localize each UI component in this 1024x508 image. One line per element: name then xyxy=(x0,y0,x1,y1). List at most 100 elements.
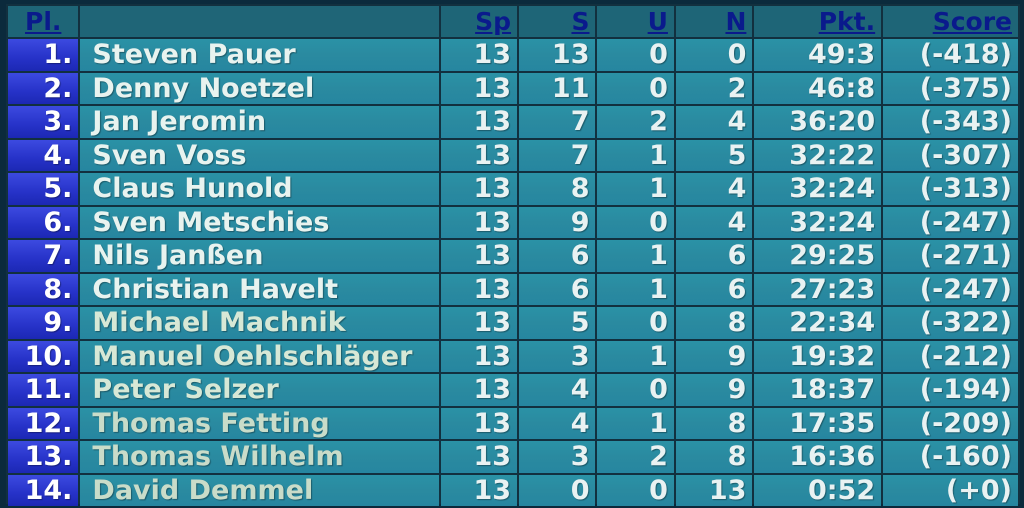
games-cell: 13 xyxy=(440,441,518,473)
score-cell: (-247) xyxy=(883,206,1018,238)
score-cell: (+0) xyxy=(883,474,1018,506)
wins-cell: 7 xyxy=(519,106,596,138)
player-name: Sven Metschies xyxy=(80,206,439,238)
header-name xyxy=(80,6,439,37)
place-cell: 7. xyxy=(8,240,79,272)
losses-cell: 6 xyxy=(675,273,753,305)
wins-cell: 0 xyxy=(519,474,596,506)
place-cell: 10. xyxy=(8,340,79,372)
score-cell: (-160) xyxy=(883,441,1018,473)
player-name: David Demmel xyxy=(80,474,439,506)
draws-cell: 0 xyxy=(597,307,674,339)
score-cell: (-322) xyxy=(883,307,1018,339)
header-sp[interactable]: Sp xyxy=(440,6,518,37)
table-row: 6. Sven Metschies 13 9 0 4 32:24 (-247) xyxy=(8,206,1018,238)
player-name: Claus Hunold xyxy=(80,173,439,205)
score-cell: (-194) xyxy=(883,374,1018,406)
points-cell: 36:20 xyxy=(754,106,882,138)
score-cell: (-212) xyxy=(883,340,1018,372)
score-cell: (-307) xyxy=(883,139,1018,171)
header-n[interactable]: N xyxy=(675,6,753,37)
standings-board: Pl. Sp S U N Pkt. Score 1. Steven Pauer 13… xyxy=(6,4,1020,506)
losses-cell: 8 xyxy=(675,441,753,473)
place-cell: 3. xyxy=(8,106,79,138)
header-pkt[interactable]: Pkt. xyxy=(754,6,882,37)
games-cell: 13 xyxy=(440,340,518,372)
player-name: Steven Pauer xyxy=(80,39,439,71)
score-cell: (-209) xyxy=(883,407,1018,439)
place-cell: 12. xyxy=(8,407,79,439)
score-cell: (-375) xyxy=(883,72,1018,104)
draws-cell: 0 xyxy=(597,374,674,406)
table-row: 10. Manuel Oehlschläger 13 3 1 9 19:32 (-212) xyxy=(8,340,1018,372)
place-cell: 13. xyxy=(8,441,79,473)
losses-cell: 4 xyxy=(675,206,753,238)
place-cell: 6. xyxy=(8,206,79,238)
games-cell: 13 xyxy=(440,273,518,305)
header-row: Pl. Sp S U N Pkt. Score xyxy=(8,6,1018,37)
games-cell: 13 xyxy=(440,374,518,406)
wins-cell: 4 xyxy=(519,407,596,439)
draws-cell: 0 xyxy=(597,474,674,506)
draws-cell: 0 xyxy=(597,206,674,238)
points-cell: 32:24 xyxy=(754,173,882,205)
points-cell: 27:23 xyxy=(754,273,882,305)
wins-cell: 5 xyxy=(519,307,596,339)
losses-cell: 2 xyxy=(675,72,753,104)
player-name: Thomas Wilhelm xyxy=(80,441,439,473)
table-row: 12. Thomas Fetting 13 4 1 8 17:35 (-209) xyxy=(8,407,1018,439)
draws-cell: 2 xyxy=(597,441,674,473)
draws-cell: 1 xyxy=(597,273,674,305)
wins-cell: 3 xyxy=(519,340,596,372)
losses-cell: 4 xyxy=(675,173,753,205)
player-name: Peter Selzer xyxy=(80,374,439,406)
games-cell: 13 xyxy=(440,39,518,71)
wins-cell: 6 xyxy=(519,273,596,305)
draws-cell: 1 xyxy=(597,173,674,205)
table-row: 5. Claus Hunold 13 8 1 4 32:24 (-313) xyxy=(8,173,1018,205)
games-cell: 13 xyxy=(440,307,518,339)
points-cell: 29:25 xyxy=(754,240,882,272)
table-row: 2. Denny Noetzel 13 11 0 2 46:8 (-375) xyxy=(8,72,1018,104)
header-score[interactable]: Score xyxy=(883,6,1018,37)
header-u[interactable]: U xyxy=(597,6,674,37)
player-name: Thomas Fetting xyxy=(80,407,439,439)
wins-cell: 9 xyxy=(519,206,596,238)
place-cell: 14. xyxy=(8,474,79,506)
games-cell: 13 xyxy=(440,474,518,506)
table-row: 8. Christian Havelt 13 6 1 6 27:23 (-247) xyxy=(8,273,1018,305)
standings-table: Pl. Sp S U N Pkt. Score 1. Steven Pauer 13… xyxy=(6,4,1020,508)
wins-cell: 7 xyxy=(519,139,596,171)
draws-cell: 1 xyxy=(597,407,674,439)
player-name: Manuel Oehlschläger xyxy=(80,340,439,372)
games-cell: 13 xyxy=(440,72,518,104)
points-cell: 22:34 xyxy=(754,307,882,339)
player-name: Christian Havelt xyxy=(80,273,439,305)
points-cell: 0:52 xyxy=(754,474,882,506)
points-cell: 49:3 xyxy=(754,39,882,71)
points-cell: 32:24 xyxy=(754,206,882,238)
place-cell: 5. xyxy=(8,173,79,205)
wins-cell: 11 xyxy=(519,72,596,104)
header-s[interactable]: S xyxy=(519,6,596,37)
player-name: Nils Janßen xyxy=(80,240,439,272)
losses-cell: 9 xyxy=(675,340,753,372)
table-row: 9. Michael Machnik 13 5 0 8 22:34 (-322) xyxy=(8,307,1018,339)
losses-cell: 13 xyxy=(675,474,753,506)
table-row: 14. David Demmel 13 0 0 13 0:52 (+0) xyxy=(8,474,1018,506)
header-place[interactable]: Pl. xyxy=(8,6,79,37)
games-cell: 13 xyxy=(440,139,518,171)
wins-cell: 3 xyxy=(519,441,596,473)
losses-cell: 6 xyxy=(675,240,753,272)
wins-cell: 13 xyxy=(519,39,596,71)
points-cell: 19:32 xyxy=(754,340,882,372)
points-cell: 16:36 xyxy=(754,441,882,473)
draws-cell: 1 xyxy=(597,139,674,171)
points-cell: 46:8 xyxy=(754,72,882,104)
player-name: Michael Machnik xyxy=(80,307,439,339)
wins-cell: 4 xyxy=(519,374,596,406)
player-name: Jan Jeromin xyxy=(80,106,439,138)
losses-cell: 5 xyxy=(675,139,753,171)
table-row: 13. Thomas Wilhelm 13 3 2 8 16:36 (-160) xyxy=(8,441,1018,473)
score-cell: (-343) xyxy=(883,106,1018,138)
